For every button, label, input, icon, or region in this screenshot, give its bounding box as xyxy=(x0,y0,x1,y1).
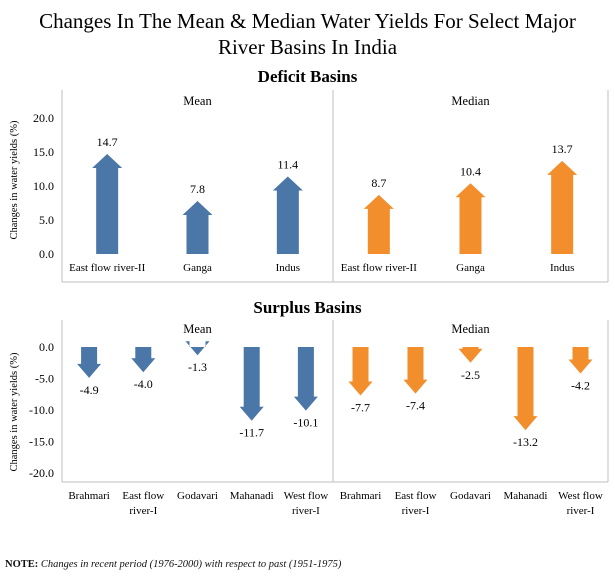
surplus-median-data-label: -4.2 xyxy=(571,378,590,392)
deficit-y-tick-label: 15.0 xyxy=(33,145,54,159)
deficit-median-arrow-bar xyxy=(363,194,394,254)
surplus-mean-category-label: Godavari xyxy=(177,490,218,502)
surplus-mean-arrow-bar xyxy=(293,347,318,411)
surplus-mean-data-label: -4.9 xyxy=(80,383,99,397)
surplus-panel-label-mean: Mean xyxy=(183,322,212,336)
deficit-median-data-label: 8.7 xyxy=(371,176,386,190)
deficit-mean-category-label: East flow river-II xyxy=(69,262,145,274)
surplus-mean-data-label: -1.3 xyxy=(188,360,207,374)
surplus-median-category-label: West flow river-I xyxy=(558,490,603,517)
deficit-y-tick-label: 5.0 xyxy=(39,213,54,227)
surplus-basins-chart: 0.0 -5.0 -10.0 -15.0 -20.0 Changes in water y… xyxy=(9,320,609,517)
note-text: Changes in recent period (1976-2000) wit… xyxy=(40,559,342,570)
deficit-median-arrow-bar xyxy=(547,160,578,254)
deficit-subtitle: Deficit Basins xyxy=(258,67,358,86)
surplus-mean-data-label: -4.0 xyxy=(134,377,153,391)
surplus-median-category-label: Brahmari xyxy=(340,490,382,502)
deficit-median-category-label: Indus xyxy=(550,262,574,274)
deficit-mean-category-label: Ganga xyxy=(183,262,212,274)
deficit-median-data-label: 13.7 xyxy=(552,142,573,156)
chart-title-line1: Changes In The Mean & Median Water Yield… xyxy=(39,9,576,33)
deficit-panel-label-median: Median xyxy=(451,94,490,108)
surplus-mean-arrow-bar xyxy=(185,341,210,356)
deficit-mean-data-label: 11.4 xyxy=(278,157,299,171)
deficit-mean-data-label: 14.7 xyxy=(97,135,118,149)
surplus-median-data-label: -2.5 xyxy=(461,368,480,382)
surplus-median-arrow-bar xyxy=(458,347,483,363)
surplus-mean-arrow-bar xyxy=(239,347,264,421)
deficit-mean-data-label: 7.8 xyxy=(190,182,205,196)
chart-title-line2: River Basins In India xyxy=(218,35,398,59)
surplus-mean-category-label: East flow river-I xyxy=(122,490,164,517)
deficit-y-tick-label: 0.0 xyxy=(39,247,54,261)
surplus-panel-label-median: Median xyxy=(451,322,490,336)
surplus-mean-category-label: Mahanadi xyxy=(230,490,274,502)
surplus-mean-category-label: West flow river-I xyxy=(284,490,329,517)
deficit-median-category-label: Ganga xyxy=(456,262,485,274)
surplus-median-data-label: -7.4 xyxy=(406,399,425,413)
deficit-mean-arrow-bar xyxy=(182,200,213,254)
surplus-mean-category-label: Brahmari xyxy=(68,490,110,502)
surplus-mean-arrow-bar xyxy=(77,347,102,378)
surplus-median-category-label: Mahanadi xyxy=(504,490,548,502)
surplus-subtitle: Surplus Basins xyxy=(253,298,362,317)
deficit-median-category-label: East flow river-II xyxy=(341,262,417,274)
deficit-median-arrow-bar xyxy=(455,183,486,254)
deficit-median-data-label: 10.4 xyxy=(460,164,481,178)
surplus-y-tick-label: -5.0 xyxy=(35,372,54,386)
surplus-median-arrow-bar xyxy=(513,347,538,431)
surplus-y-tick-label: 0.0 xyxy=(39,340,54,354)
surplus-y-tick-label: -10.0 xyxy=(29,403,54,417)
surplus-median-category-label: East flow river-I xyxy=(395,490,437,517)
deficit-mean-category-label: Indus xyxy=(276,262,300,274)
deficit-mean-arrow-bar xyxy=(272,176,303,254)
surplus-median-data-label: -7.7 xyxy=(351,401,370,415)
surplus-mean-data-label: -11.7 xyxy=(239,426,264,440)
surplus-median-data-label: -13.2 xyxy=(513,435,538,449)
deficit-mean-arrow-bar xyxy=(92,154,123,254)
deficit-y-tick-label: 10.0 xyxy=(33,179,54,193)
surplus-mean-arrow-bar xyxy=(131,347,156,373)
footnote: NOTE: Changes in recent period (1976-200… xyxy=(5,559,341,570)
surplus-median-arrow-bar xyxy=(403,347,428,394)
deficit-basins-chart: 20.0 15.0 10.0 5.0 0.0 Changes in water yield… xyxy=(9,90,609,283)
surplus-median-category-label: Godavari xyxy=(450,490,491,502)
surplus-median-arrow-bar xyxy=(568,347,593,374)
surplus-mean-data-label: -10.1 xyxy=(293,416,318,430)
deficit-y-tick-label: 20.0 xyxy=(33,111,54,125)
note-label: NOTE: xyxy=(5,559,39,570)
surplus-y-tick-label: -20.0 xyxy=(29,466,54,480)
surplus-y-tick-label: -15.0 xyxy=(29,435,54,449)
surplus-y-axis-label: Changes in water yields (%) xyxy=(9,352,20,471)
deficit-panel-label-mean: Mean xyxy=(183,94,212,108)
deficit-y-axis-label: Changes in water yields (%) xyxy=(9,120,20,239)
surplus-median-arrow-bar xyxy=(348,347,373,396)
